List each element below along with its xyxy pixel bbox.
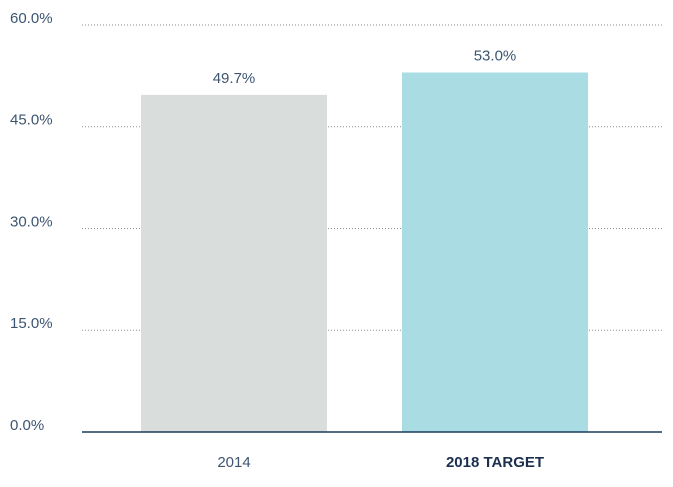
value-label: 49.7% <box>213 70 256 87</box>
y-tick-label: 45.0% <box>10 112 53 129</box>
y-tick-label: 60.0% <box>10 10 53 27</box>
bar <box>402 72 588 432</box>
value-label: 53.0% <box>474 47 517 64</box>
x-tick-label: 2018 TARGET <box>446 454 544 471</box>
y-tick-label: 0.0% <box>10 417 44 434</box>
y-tick-label: 30.0% <box>10 213 53 230</box>
x-tick-label: 2014 <box>217 454 250 471</box>
y-tick-label: 15.0% <box>10 315 53 332</box>
bar <box>141 94 327 432</box>
